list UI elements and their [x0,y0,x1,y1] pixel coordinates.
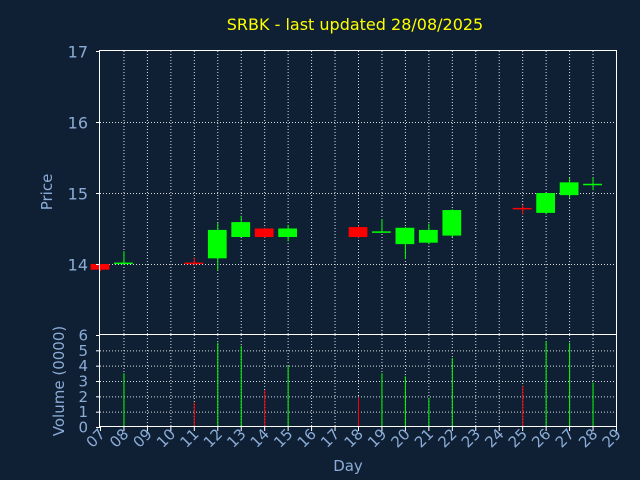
x-tick-label: 15 [270,425,296,451]
candle-body [583,183,602,186]
x-axis-label: Day [333,457,363,475]
volume-panel-frame [99,334,617,427]
price-axis: 14 15 16 17 [68,43,100,275]
candle-body [184,262,204,265]
candle-body [512,207,532,210]
x-tick-label: 10 [153,425,179,451]
candle-body [442,210,462,236]
x-tick-label: 28 [575,425,601,451]
candle-body [231,222,251,238]
x-tick-label: 26 [528,425,554,451]
volume-tick-label: 4 [78,357,88,375]
x-tick-label: 16 [294,425,320,451]
x-tick-label: 29 [599,425,625,451]
candle-body [536,193,556,213]
candle-body [559,182,579,196]
volume-axis-label: Volume (0000) [50,326,68,436]
x-axis: 0708091011121314151617181920212223242526… [83,425,625,451]
chart-title: SRBK - last updated 28/08/2025 [227,15,483,34]
volume-tick-label: 3 [78,373,88,391]
x-tick-label: 24 [481,425,507,451]
x-tick-label: 18 [341,425,367,451]
x-tick-label: 19 [364,425,390,451]
candle-body [254,228,274,238]
x-tick-label: 21 [411,425,437,451]
volume-tick-label: 5 [78,342,88,360]
price-tick-label: 15 [68,185,88,204]
volume-tick-label: 0 [78,419,88,437]
candle-body [278,228,298,238]
volume-tick-label: 2 [78,388,88,406]
x-tick-label: 11 [176,425,202,451]
x-tick-label: 09 [130,425,156,451]
candle-body [207,229,227,259]
candle-body [372,231,391,233]
x-tick-label: 17 [317,425,343,451]
price-tick-label: 17 [68,43,88,62]
x-tick-label: 25 [505,425,531,451]
x-tick-label: 08 [106,425,132,451]
candle-body [395,227,415,245]
x-tick-label: 14 [247,425,273,451]
price-tick-label: 16 [68,114,88,133]
volume-tick-label: 1 [78,403,88,421]
candle-body [418,229,438,243]
candle-body [114,262,133,265]
volume-bars [123,341,594,427]
price-axis-label: Price [38,174,56,211]
price-candles [90,177,602,272]
volume-tick-label: 6 [78,327,88,345]
x-tick-label: 20 [388,425,414,451]
x-tick-label: 13 [223,425,249,451]
x-tick-label: 22 [434,425,460,451]
x-tick-label: 27 [552,425,578,451]
candle-body [348,227,368,238]
x-tick-label: 12 [200,425,226,451]
price-tick-label: 14 [68,256,88,275]
x-tick-label: 23 [458,425,484,451]
